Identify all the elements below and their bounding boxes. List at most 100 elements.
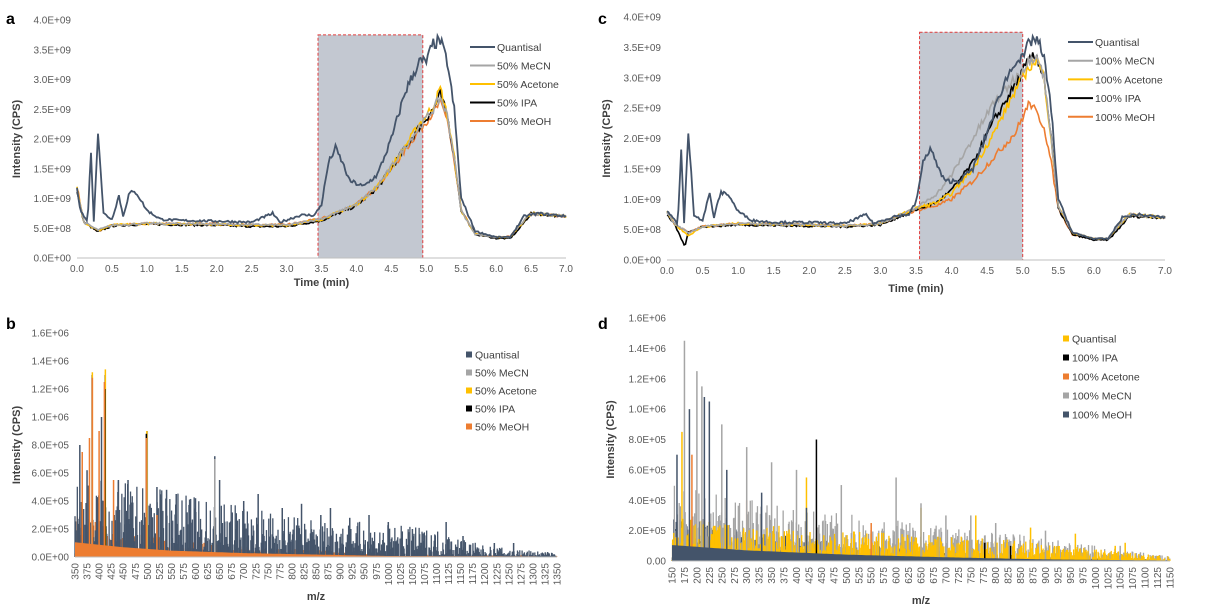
x-tick-label: 750: [263, 563, 274, 580]
legend-swatch-4: [1063, 411, 1069, 418]
legend-label: 50% MeCN: [475, 368, 529, 380]
x-tick-label: 1350: [553, 563, 564, 586]
highlight-region: [919, 31, 1024, 261]
x-tick-label: 1025: [1103, 567, 1114, 590]
x-tick-label: 350: [71, 563, 82, 580]
legend-swatch-4: [466, 423, 472, 430]
legend-swatch-0: [466, 351, 472, 358]
x-tick-label: 1150: [1166, 567, 1177, 589]
x-tick-label: 1075: [1128, 567, 1139, 590]
legend-label: Quantisal: [497, 42, 541, 54]
chart-c: 0.0E+00 5.0E+08 1.0E+09 1.5E+09 2.0E+09 2.5E+…: [601, 13, 1172, 296]
y-tick-label: 2.0E+05: [31, 525, 69, 536]
x-tick-label: 500: [842, 567, 853, 584]
y-tick-label: 1.0E+09: [623, 195, 661, 206]
x-tick-label: 6.0: [1087, 266, 1101, 277]
legend-label: 50% MeOH: [475, 422, 529, 434]
x-tick-label: 550: [867, 567, 878, 584]
legend-swatch-1: [1063, 354, 1069, 361]
legend-swatch-3: [1063, 392, 1069, 399]
x-tick-label: 1150: [456, 563, 467, 585]
x-tick-label: 3.5: [909, 266, 923, 277]
x-tick-label: 375: [83, 563, 94, 580]
y-tick-label: 0.0E+00: [33, 254, 71, 265]
legend-label: Quantisal: [1095, 37, 1139, 49]
x-tick-label: 925: [1053, 567, 1064, 584]
x-tick-label: 1.5: [175, 264, 189, 275]
x-tick-label: 6.0: [489, 264, 503, 275]
x-tick-label: 4.5: [980, 266, 994, 277]
chart-a: 0.0E+00 5.0E+08 1.0E+09 1.5E+09 2.0E+09 2.5E+…: [11, 16, 573, 290]
x-tick-label: 450: [119, 563, 130, 580]
x-tick-label: 225: [705, 567, 716, 584]
x-tick-label: 825: [299, 563, 310, 580]
x-tick-label: 1050: [408, 563, 419, 586]
x-tick-label: 475: [829, 567, 840, 584]
x-tick-label: 950: [1066, 567, 1077, 584]
series-line-0: [76, 32, 567, 240]
x-tick-label: 725: [251, 563, 262, 580]
y-tick-label: 1.2E+06: [628, 374, 666, 385]
x-tick-label: 3.0: [280, 264, 294, 275]
x-axis-title: m/z: [307, 591, 326, 603]
panel-label-d: d: [598, 316, 608, 333]
x-tick-label: 425: [107, 563, 118, 580]
x-tick-label: 525: [155, 563, 166, 580]
x-tick-label: 175: [680, 567, 691, 584]
x-tick-label: 675: [929, 567, 940, 584]
x-axis-title: Time (min): [888, 283, 944, 295]
x-tick-label: 0.5: [105, 264, 119, 275]
x-tick-label: 600: [191, 563, 202, 580]
x-tick-label: 1000: [1091, 567, 1102, 590]
x-tick-label: 625: [904, 567, 915, 584]
series-line-4: [666, 99, 1166, 241]
series-line-1: [666, 53, 1166, 241]
legend-label: 100% IPA: [1072, 353, 1118, 365]
legend-label: 100% MeCN: [1072, 391, 1132, 403]
x-tick-label: 4.0: [945, 266, 959, 277]
x-tick-label: 500: [143, 563, 154, 580]
y-tick-label: 1.4E+06: [628, 344, 666, 355]
chart-d: 0.00 2.0E+05 4.0E+05 6.0E+05 8.0E+05 1.0E+06 1…: [605, 314, 1177, 608]
y-tick-label: 6.0E+05: [628, 465, 666, 476]
x-tick-label: 825: [1004, 567, 1015, 584]
legend-label: 50% IPA: [497, 98, 537, 110]
x-tick-label: 1325: [540, 563, 551, 586]
legend-label: 100% IPA: [1095, 93, 1141, 105]
y-tick-label: 3.0E+09: [33, 75, 71, 86]
x-tick-label: 1250: [504, 563, 515, 586]
x-tick-label: 3.0: [873, 266, 887, 277]
x-tick-label: 350: [767, 567, 778, 584]
legend-label: Quantisal: [1072, 334, 1116, 346]
legend-label: 100% Acetone: [1095, 74, 1163, 86]
y-tick-label: 2.0E+05: [628, 526, 666, 537]
x-tick-label: 700: [239, 563, 250, 580]
x-tick-label: 1025: [396, 563, 407, 586]
x-tick-label: 5.0: [1016, 266, 1030, 277]
y-tick-label: 1.0E+06: [628, 405, 666, 416]
legend-label: 100% MeOH: [1072, 410, 1132, 422]
x-tick-label: 900: [336, 563, 347, 580]
y-tick-label: 4.0E+05: [31, 497, 69, 508]
panel-label-a: a: [6, 11, 15, 28]
x-tick-label: 1.5: [767, 266, 781, 277]
y-tick-label: 2.5E+09: [33, 105, 71, 116]
x-tick-label: 800: [991, 567, 1002, 584]
y-tick-label: 1.0E+06: [31, 413, 69, 424]
x-tick-label: 1125: [444, 563, 455, 585]
x-tick-label: 875: [324, 563, 335, 580]
y-tick-label: 8.0E+05: [628, 435, 666, 446]
y-tick-label: 2.0E+09: [623, 134, 661, 145]
y-tick-label: 3.5E+09: [33, 45, 71, 56]
legend-label: 100% Acetone: [1072, 372, 1140, 384]
x-tick-label: 675: [227, 563, 238, 580]
spectrum-base-4: [75, 542, 557, 557]
legend-label: Quantisal: [475, 350, 519, 362]
x-tick-label: 575: [879, 567, 890, 584]
x-tick-label: 300: [742, 567, 753, 584]
x-tick-label: 975: [372, 563, 383, 580]
legend-swatch-1: [466, 369, 472, 376]
y-tick-label: 1.6E+06: [628, 314, 666, 325]
x-tick-label: 1225: [492, 563, 503, 586]
